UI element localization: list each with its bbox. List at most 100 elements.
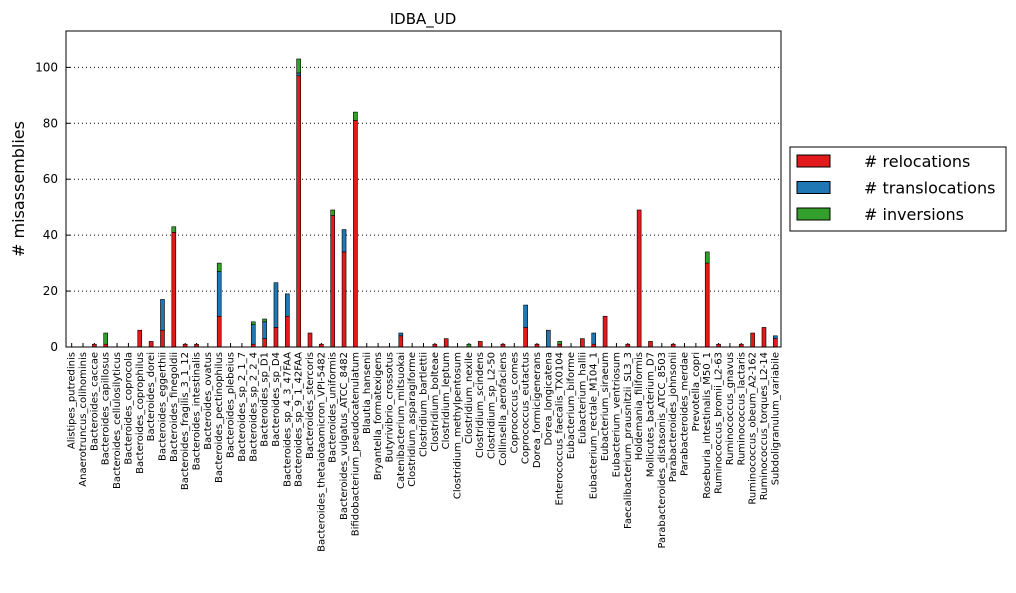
x-tick-label: Clostridium_leptum	[441, 352, 452, 449]
x-tick-label: Ruminococcus_obeum_A2-162	[748, 352, 759, 505]
y-tick-label: 100	[35, 60, 58, 74]
bar-segment	[648, 341, 653, 348]
bar-segment	[296, 75, 301, 348]
x-tick-label: Bryantella_formatexigens	[373, 352, 384, 480]
bar-segment	[330, 215, 336, 348]
bar-segment	[341, 251, 347, 348]
bar-segment	[353, 120, 358, 348]
x-tick-label: Clostridium_bolteae	[430, 352, 441, 452]
x-tick-label: Ruminococcus_torques_L2-14	[759, 352, 770, 500]
bar-segment	[296, 72, 301, 77]
x-tick-label: Bacteroides_coprophilus	[135, 352, 146, 474]
bar-segment	[602, 315, 608, 348]
x-tick-label: Coprococcus_comes	[509, 352, 520, 453]
x-tick-label: Ruminococcus_gnavus	[725, 352, 736, 465]
bar-segment	[307, 332, 313, 348]
x-tick-label: Ruminococcus_lactaris	[736, 352, 747, 466]
bar-segment	[477, 341, 483, 348]
y-tick-label: 20	[43, 284, 58, 298]
x-tick-label: Bacteroides_vulgatus_ATCC_8482	[339, 352, 350, 520]
bar-segment	[341, 229, 347, 253]
x-tick-label: Bacteroides_coprocola	[123, 352, 134, 465]
legend-label: # translocations	[864, 179, 995, 198]
bar-segment	[353, 111, 358, 121]
x-tick-label: Bacteroides_sp_9_1_42FAA	[294, 352, 305, 487]
bar-segment	[171, 232, 177, 348]
bar-segment	[296, 58, 301, 74]
x-tick-label: Eubacterium_siraeum	[600, 352, 611, 461]
x-tick-label: Subdoligranulum_variabile	[770, 352, 781, 485]
x-tick-label: Mollicutes_bacterium_D7	[645, 352, 656, 477]
x-tick-label: Bacteroides_sp_4_3_47FAA	[282, 352, 293, 487]
x-tick-label: Blautia_hansenii	[362, 352, 373, 434]
x-tick-label: Holdemania_filiformis	[634, 352, 645, 460]
x-tick-label: Coprococcus_eutactus	[521, 352, 532, 464]
x-tick-label: Faecalibacterium_prausnitzii_SL3_3	[623, 352, 634, 529]
bar-segment	[216, 262, 222, 272]
bar-segment	[523, 304, 528, 328]
bar-segment	[250, 321, 256, 325]
x-tick-label: Bacteroides_intestinalis	[192, 352, 203, 470]
legend-swatch	[796, 181, 831, 194]
bar-segment	[580, 338, 585, 348]
bar-segment	[103, 332, 109, 345]
bar-segment	[273, 282, 279, 328]
x-tick-label: Bifidobacterium_pseudocatenulatum	[350, 352, 361, 536]
bar-segment	[773, 335, 778, 339]
x-tick-label: Bacteroides_finegoldii	[169, 352, 180, 462]
bar-segment	[250, 324, 256, 345]
bar-segment	[285, 315, 290, 348]
x-tick-label: Bacteroides_pectinophilus	[214, 352, 225, 483]
y-axis-label: # misassemblies	[9, 121, 28, 257]
bar-segment	[262, 318, 267, 323]
bar-segment	[160, 299, 165, 331]
x-tick-label: Eubacterium_biforme	[566, 352, 577, 459]
plot-frame	[65, 30, 782, 348]
x-tick-label: Bacteroides_sp_D1	[260, 352, 271, 447]
chart-title: IDBA_UD	[390, 10, 457, 29]
bar-segment	[761, 327, 767, 348]
bar-segment	[160, 329, 165, 348]
bar-segment	[398, 335, 404, 348]
bar-segment	[704, 262, 710, 348]
x-tick-label: Bacteroides_thetaiotaomicron_VPI-5482	[316, 352, 327, 552]
x-tick-label: Eubacterium_ventriosum	[611, 352, 622, 477]
x-tick-label: Bacteroides_sp_2_1_7	[237, 352, 248, 462]
bar-segment	[262, 338, 267, 348]
x-tick-label: Prevotella_copri	[691, 352, 702, 432]
bar-segment	[557, 341, 562, 345]
bar-segment	[216, 315, 222, 348]
legend-label: # inversions	[864, 205, 964, 224]
x-tick-label: Bacteroides_uniformis	[328, 352, 339, 463]
x-tick-label: Catenibacterium_mitsuokai	[396, 352, 407, 489]
bar-segment	[273, 327, 279, 348]
bar-segment	[773, 338, 778, 348]
y-tick-label: 40	[43, 228, 58, 242]
bar-segment	[398, 332, 404, 337]
x-tick-label: Bacteroides_fragilis_3_1_12	[180, 352, 191, 490]
x-tick-label: Bacteroides_sp_2_2_4	[248, 352, 259, 462]
bar-segment	[148, 341, 154, 348]
x-tick-label: Clostridium_methylpentosum	[453, 352, 464, 499]
bar-segment	[171, 226, 177, 233]
x-tick-label: Clostridium_scindens	[475, 352, 486, 458]
x-tick-label: Bacteroides_eggerthii	[157, 352, 168, 461]
legend-swatch	[796, 154, 831, 168]
x-tick-label: Bacteroides_ovatus	[203, 352, 214, 450]
bar-segment	[330, 209, 336, 216]
legend-label: # relocations	[864, 152, 970, 171]
x-tick-label: Anaerotruncus_colihominis	[78, 352, 89, 487]
x-tick-label: Butyrivibrio_crossotus	[384, 352, 395, 463]
x-tick-label: Dorea_formicigenerans	[532, 352, 543, 468]
bar-segment	[285, 293, 290, 317]
bar-segment	[750, 332, 755, 348]
bar-segment	[591, 332, 597, 345]
bar-segment	[523, 327, 528, 348]
x-tick-label: Bacteroides_dorei	[146, 352, 157, 441]
x-tick-label: Clostridium_asparagiforme	[407, 352, 418, 487]
x-tick-label: Collinsella_aerofaciens	[498, 352, 509, 466]
x-tick-label: Eubacterium_hallii	[577, 352, 588, 444]
x-tick-label: Clostridium_sp_L2-50	[487, 352, 498, 459]
